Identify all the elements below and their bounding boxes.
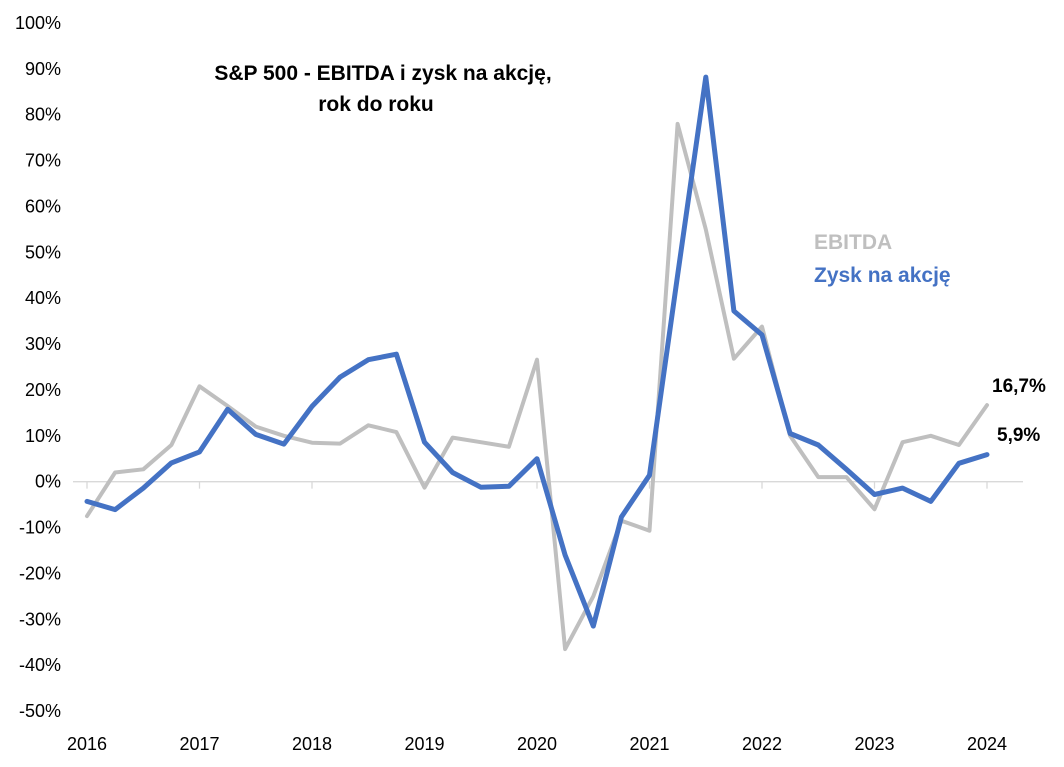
x-tick-label: 2021 [629,734,669,754]
y-tick-label: 80% [25,105,61,125]
chart-title-line2: rok do roku [318,93,434,116]
y-tick-label: 0% [35,472,61,492]
y-tick-label: -10% [19,518,61,538]
y-tick-label: 20% [25,380,61,400]
legend-ebitda: EBITDA [814,231,892,254]
y-tick-label: 100% [15,13,61,33]
y-tick-label: 50% [25,242,61,262]
y-axis-ticks: 100% 90% 80% 70% 60% 50% 40% 30% 20% 10% 0% -10% -20… [15,13,61,721]
eps-end-label: 5,9% [997,425,1040,446]
y-tick-label: -30% [19,609,61,629]
y-tick-label: 60% [25,196,61,216]
ebitda-end-label: 16,7% [992,376,1046,397]
y-tick-label: 30% [25,334,61,354]
x-tick-label: 2022 [742,734,782,754]
chart-title: S&P 500 - EBITDA i zysk na akcję, [214,62,551,85]
ebitda-line [85,121,989,652]
x-tick-label: 2018 [292,734,332,754]
x-tick-label: 2019 [404,734,444,754]
x-tick-label: 2017 [179,734,219,754]
y-tick-label: 70% [25,151,61,171]
legend-eps: Zysk na akcję [814,264,951,287]
y-tick-label: -20% [19,563,61,583]
y-tick-label: -50% [19,701,61,721]
y-tick-label: 40% [25,288,61,308]
y-tick-label: 90% [25,59,61,79]
series-lines [84,74,990,652]
x-tick-label: 2016 [67,734,107,754]
y-tick-label: -40% [19,655,61,675]
eps-line [84,74,990,629]
x-tick-label: 2023 [854,734,894,754]
x-axis-ticks: 2016 2017 2018 2019 2020 2021 2022 2023 2024 [67,481,1007,754]
x-tick-label: 2020 [517,734,557,754]
x-tick-label: 2024 [967,734,1007,754]
y-tick-label: 10% [25,426,61,446]
